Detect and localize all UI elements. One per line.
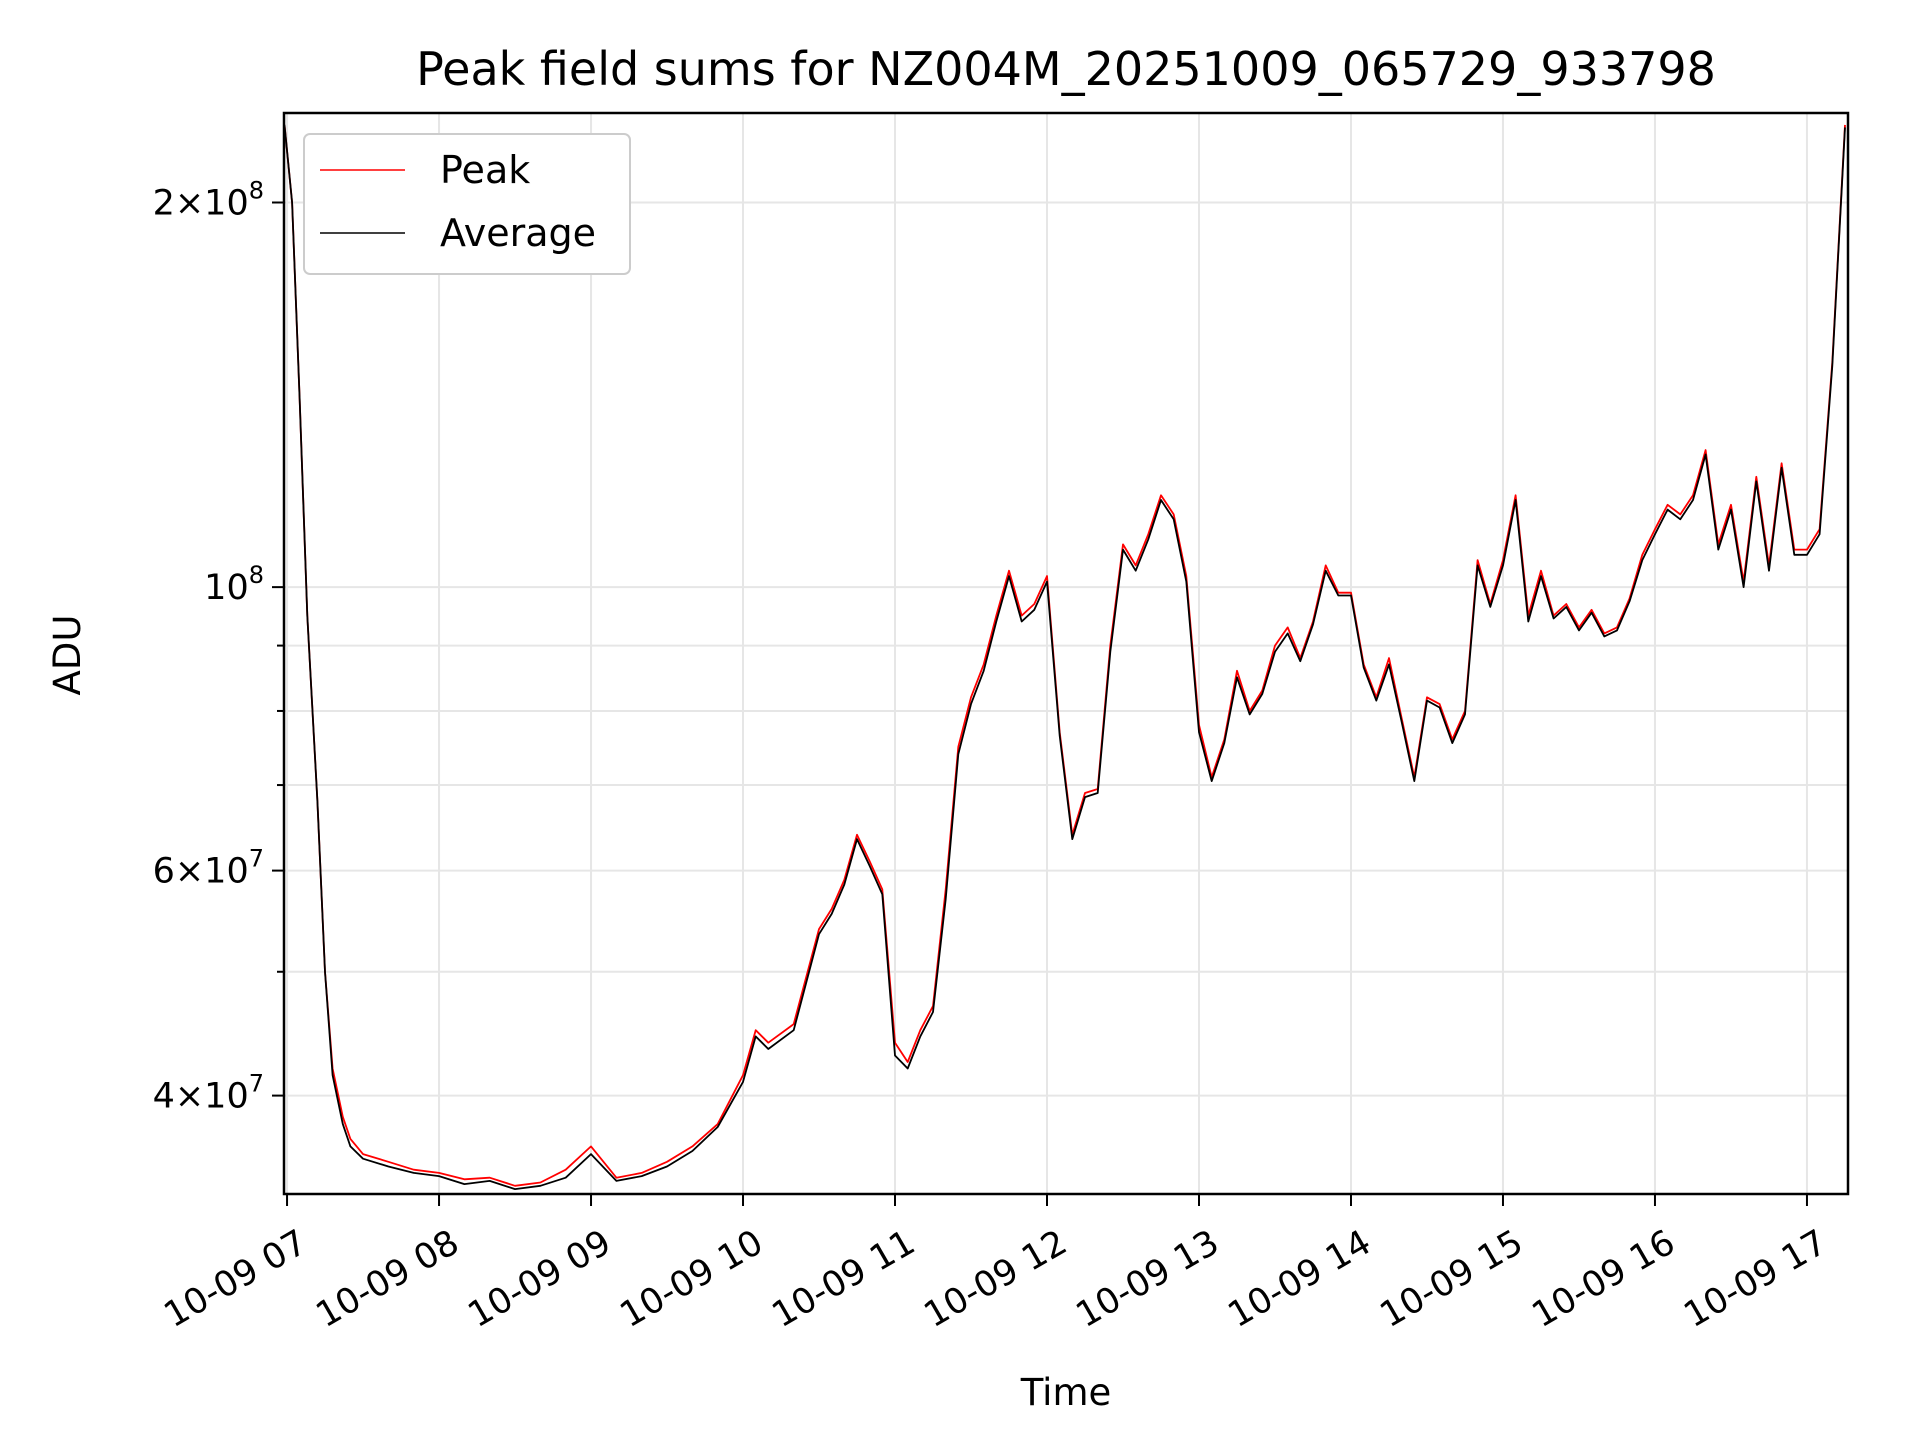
y-tick-label: 4×107 — [153, 1070, 264, 1117]
x-axis-label: Time — [1020, 1371, 1112, 1414]
legend-label-average: Average — [440, 211, 596, 255]
series-layer — [283, 124, 1846, 1190]
grid-layer — [284, 113, 1848, 1194]
series-line-average — [283, 124, 1846, 1190]
plot-frame — [282, 111, 1850, 1196]
y-tick-label: 2×108 — [153, 176, 264, 223]
y-axis-label: ADU — [46, 615, 89, 696]
legend-box — [303, 133, 631, 275]
chart-title: Peak field sums for NZ004M_20251009_0657… — [416, 42, 1716, 96]
legend-label-peak: Peak — [440, 148, 530, 192]
legend: Peak Average — [303, 133, 631, 275]
y-tick-label: 108 — [204, 561, 264, 608]
y-tick-label: 6×107 — [153, 845, 264, 892]
series-line-peak — [283, 124, 1846, 1187]
